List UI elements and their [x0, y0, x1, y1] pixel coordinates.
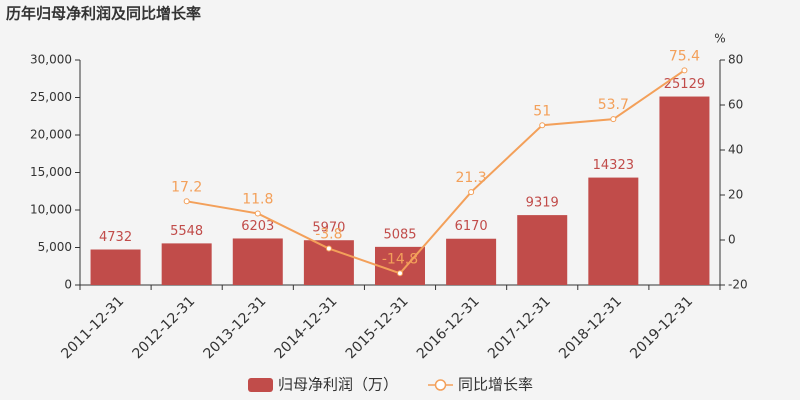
y2-tick-label: -20: [728, 278, 748, 292]
bar: [446, 238, 497, 285]
y2-unit: %: [714, 32, 725, 46]
line-label: 17.2: [171, 179, 202, 195]
line-point: [325, 245, 332, 252]
line-point: [397, 270, 403, 277]
bar: [90, 249, 141, 285]
legend-swatch-point: [434, 379, 447, 391]
x-tick-label: 2014-12-31: [272, 293, 341, 362]
y2-tick-label: 60: [728, 98, 743, 112]
y2-tick-label: 20: [728, 188, 743, 202]
line-point: [254, 210, 261, 217]
line-label: 21.3: [456, 170, 487, 186]
bar-label: 14323: [593, 158, 634, 173]
y2-tick-label: 0: [728, 233, 736, 247]
bar-label: 6203: [241, 219, 274, 234]
x-tick-label: 2019-12-31: [627, 293, 696, 362]
legend-swatch: [248, 378, 273, 392]
y2-tick-label: 40: [728, 143, 743, 157]
y-tick-label: 20,000: [30, 128, 72, 142]
x-tick-label: 2016-12-31: [414, 293, 483, 362]
bar: [161, 243, 212, 285]
line-label: -3.8: [315, 227, 342, 243]
y-tick-label: 30,000: [30, 53, 72, 67]
legend-label: 同比增长率: [458, 376, 533, 394]
x-tick-label: 2011-12-31: [58, 293, 127, 362]
line-label: 75.4: [669, 48, 700, 64]
bar-label: 5970: [312, 221, 345, 236]
line-label: -14.8: [382, 251, 418, 267]
y-tick-label: 5,000: [38, 240, 72, 254]
bar-label: 4732: [99, 230, 132, 245]
bar-label: 5085: [383, 227, 416, 242]
bar-label: 25129: [664, 77, 705, 92]
y-tick-label: 0: [64, 278, 72, 292]
bar: [232, 238, 283, 285]
line-point: [539, 122, 546, 129]
bar-label: 5548: [170, 224, 203, 239]
x-tick-label: 2017-12-31: [485, 293, 554, 362]
y-tick-label: 25,000: [30, 90, 72, 104]
bar-label: 6170: [455, 219, 488, 234]
line-label: 51: [533, 103, 551, 119]
legend-label: 归母净利润（万）: [278, 376, 398, 394]
x-tick-label: 2015-12-31: [343, 293, 412, 362]
y2-tick-label: 80: [728, 53, 743, 67]
line-point: [183, 198, 190, 205]
y-tick-label: 15,000: [30, 165, 72, 179]
line-point: [610, 116, 617, 123]
chart-title: 历年归母净利润及同比增长率: [6, 5, 201, 23]
x-tick-label: 2013-12-31: [201, 293, 270, 362]
y-tick-label: 10,000: [30, 203, 72, 217]
bar: [588, 177, 639, 285]
line-label: 53.7: [598, 97, 629, 113]
x-tick-label: 2018-12-31: [556, 293, 625, 362]
x-tick-label: 2012-12-31: [129, 293, 198, 362]
line-label: 11.8: [242, 191, 273, 207]
line-point: [468, 189, 475, 196]
line: [186, 69, 686, 275]
line-point: [681, 67, 688, 74]
bar-label: 9319: [526, 196, 559, 211]
bar: [659, 96, 710, 285]
bar: [517, 215, 568, 285]
